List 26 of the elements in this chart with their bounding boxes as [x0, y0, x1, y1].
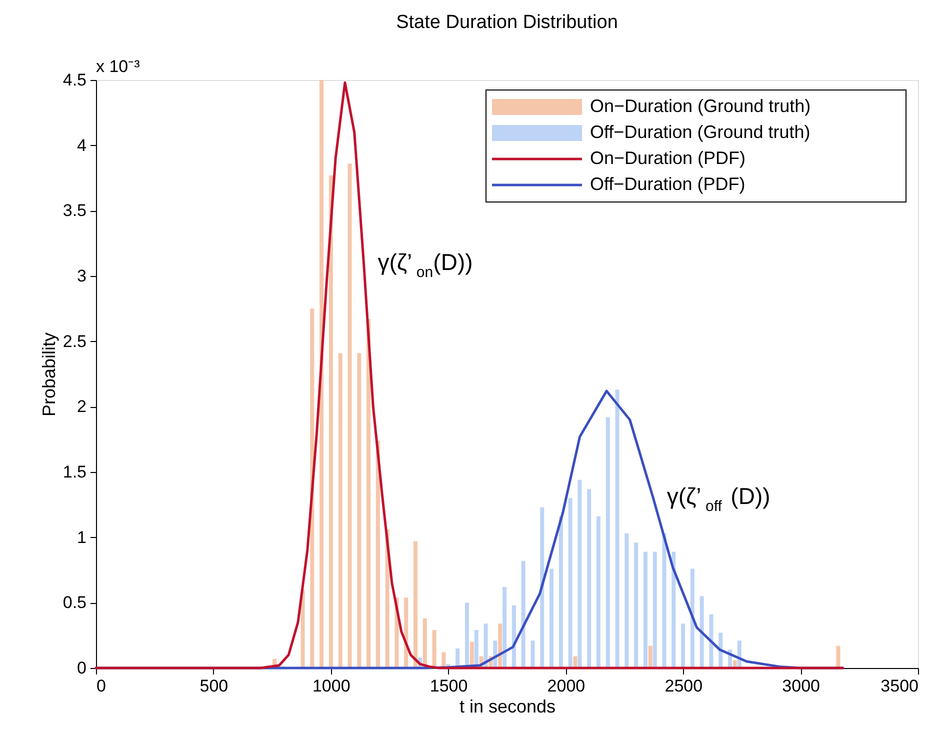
y-tick-label: 1.5 [62, 462, 86, 482]
x-tick-label: 1000 [312, 676, 350, 696]
y-tick-label: 2 [77, 397, 86, 416]
y-tick-label: 3.5 [62, 201, 86, 220]
y-tick-label: 4 [77, 136, 86, 155]
x-tick-label: 2000 [547, 676, 586, 696]
legend-label: On−Duration (PDF) [590, 148, 746, 168]
legend-label: Off−Duration (Ground truth) [590, 122, 810, 142]
text: x 10⁻³ [96, 57, 140, 76]
y-tick-label: 2.5 [62, 332, 86, 351]
x-tick-label: 3500 [880, 676, 918, 696]
y-axis-title: Probability [38, 332, 59, 417]
x-tick-label: 0 [96, 676, 106, 696]
y-tick-label: 0 [77, 658, 86, 678]
x-tick-label: 500 [200, 676, 228, 696]
chart-title: State Duration Distribution [396, 12, 618, 33]
y-tick-label: 4.5 [62, 70, 86, 90]
x-axis-title: t in seconds [459, 696, 556, 716]
y-tick-label: 1 [77, 528, 86, 547]
legend-label: Off−Duration (PDF) [590, 174, 746, 194]
y-tick-label: 3 [77, 266, 86, 286]
x-tick-label: 2500 [664, 676, 703, 696]
x-tick-label: 1500 [430, 676, 468, 696]
x-tick-label: 3000 [782, 676, 820, 696]
y-tick-label: 0.5 [62, 593, 86, 612]
legend-label: On−Duration (Ground truth) [590, 96, 811, 116]
